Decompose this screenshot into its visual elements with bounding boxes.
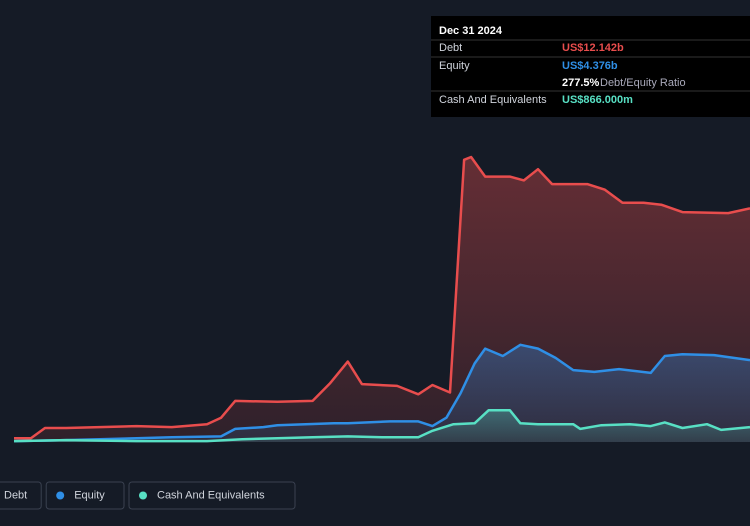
line <box>13 408 750 443</box>
tooltip-label: Equity <box>439 60 470 72</box>
legend-item[interactable]: Cash And Equivalents <box>128 481 296 510</box>
legend-pill <box>45 481 125 510</box>
legend-pill <box>128 481 296 510</box>
plot <box>13 155 750 443</box>
area <box>14 344 750 442</box>
tooltip-note: Debt/Equity Ratio <box>600 77 686 89</box>
legend-swatch <box>56 491 65 500</box>
legend: Debt Equity Cash And Equivalents <box>0 481 296 510</box>
legend-pill <box>0 481 42 510</box>
line <box>13 343 750 443</box>
legend-label: Debt <box>4 489 27 501</box>
legend-item[interactable]: Debt <box>0 481 42 510</box>
area <box>14 410 750 442</box>
tooltip-box <box>431 16 750 117</box>
tooltip-value: US$866.000m <box>562 94 633 106</box>
line <box>14 155 750 440</box>
tooltip: Dec 31 2024 Debt US$12.142b Equity US$4.… <box>431 16 750 117</box>
legend-item[interactable]: Equity <box>45 481 125 510</box>
tooltip-label: Debt <box>439 42 462 54</box>
legend-label: Equity <box>74 489 105 501</box>
tooltip-value: US$4.376b <box>562 60 618 72</box>
legend-label: Cash And Equivalents <box>157 489 265 501</box>
tooltip-value: 277.5% <box>562 77 600 89</box>
tooltip-date: Dec 31 2024 <box>439 25 503 37</box>
tooltip-value: US$12.142b <box>562 42 624 54</box>
legend-swatch <box>139 491 147 500</box>
tooltip-label: Cash And Equivalents <box>439 94 547 106</box>
